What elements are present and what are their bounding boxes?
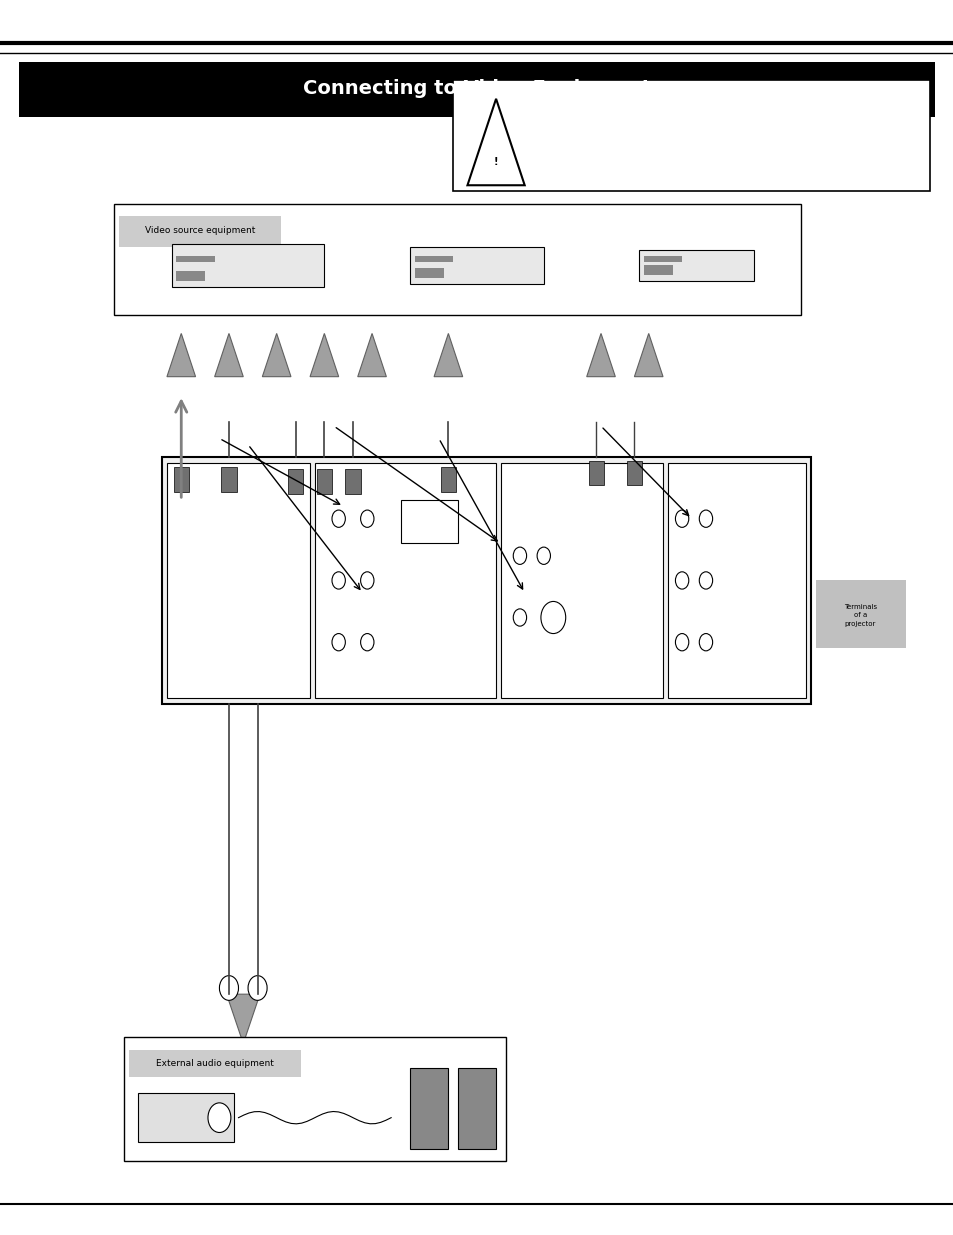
Circle shape: [699, 572, 712, 589]
Circle shape: [513, 547, 526, 564]
Circle shape: [675, 634, 688, 651]
Circle shape: [360, 510, 374, 527]
Circle shape: [699, 634, 712, 651]
Bar: [316, 469, 332, 494]
Polygon shape: [357, 333, 386, 377]
Bar: [345, 469, 360, 494]
FancyBboxPatch shape: [314, 463, 496, 698]
Circle shape: [332, 634, 345, 651]
FancyBboxPatch shape: [410, 1068, 448, 1149]
Circle shape: [219, 976, 238, 1000]
Bar: [643, 264, 672, 274]
FancyBboxPatch shape: [124, 1037, 505, 1161]
Bar: [288, 469, 303, 494]
FancyBboxPatch shape: [138, 1093, 233, 1142]
Circle shape: [248, 976, 267, 1000]
FancyBboxPatch shape: [119, 216, 281, 247]
Polygon shape: [262, 333, 291, 377]
Circle shape: [208, 1103, 231, 1132]
Circle shape: [675, 510, 688, 527]
Circle shape: [537, 547, 550, 564]
Text: External audio equipment: External audio equipment: [155, 1058, 274, 1068]
Bar: [415, 256, 453, 262]
Text: Connecting to Video Equipment: Connecting to Video Equipment: [303, 79, 650, 99]
Bar: [440, 467, 456, 492]
Bar: [626, 461, 641, 485]
Polygon shape: [167, 333, 195, 377]
FancyBboxPatch shape: [172, 245, 324, 287]
Polygon shape: [434, 333, 462, 377]
Circle shape: [675, 572, 688, 589]
Polygon shape: [310, 333, 338, 377]
FancyBboxPatch shape: [400, 500, 457, 543]
FancyBboxPatch shape: [129, 1050, 300, 1077]
Bar: [176, 270, 205, 280]
FancyBboxPatch shape: [19, 62, 934, 117]
Polygon shape: [467, 99, 524, 185]
Circle shape: [360, 634, 374, 651]
FancyBboxPatch shape: [167, 463, 310, 698]
Circle shape: [540, 601, 565, 634]
Circle shape: [332, 572, 345, 589]
FancyBboxPatch shape: [162, 457, 810, 704]
FancyBboxPatch shape: [457, 1068, 496, 1149]
FancyBboxPatch shape: [114, 204, 801, 315]
Circle shape: [360, 572, 374, 589]
FancyBboxPatch shape: [500, 463, 662, 698]
Polygon shape: [226, 994, 259, 1044]
Polygon shape: [214, 333, 243, 377]
Text: !: !: [494, 157, 497, 167]
Bar: [415, 268, 443, 278]
Polygon shape: [586, 333, 615, 377]
Circle shape: [513, 609, 526, 626]
FancyBboxPatch shape: [453, 80, 929, 191]
Bar: [221, 467, 236, 492]
FancyBboxPatch shape: [639, 249, 753, 280]
Bar: [588, 461, 603, 485]
Bar: [176, 256, 214, 262]
Bar: [643, 256, 681, 262]
Polygon shape: [634, 333, 662, 377]
Circle shape: [699, 510, 712, 527]
FancyBboxPatch shape: [410, 247, 543, 284]
FancyBboxPatch shape: [667, 463, 805, 698]
Bar: [173, 467, 189, 492]
FancyBboxPatch shape: [815, 580, 905, 648]
Circle shape: [332, 510, 345, 527]
Text: Terminals
of a
projector: Terminals of a projector: [843, 604, 876, 626]
Text: Video source equipment: Video source equipment: [145, 226, 255, 236]
